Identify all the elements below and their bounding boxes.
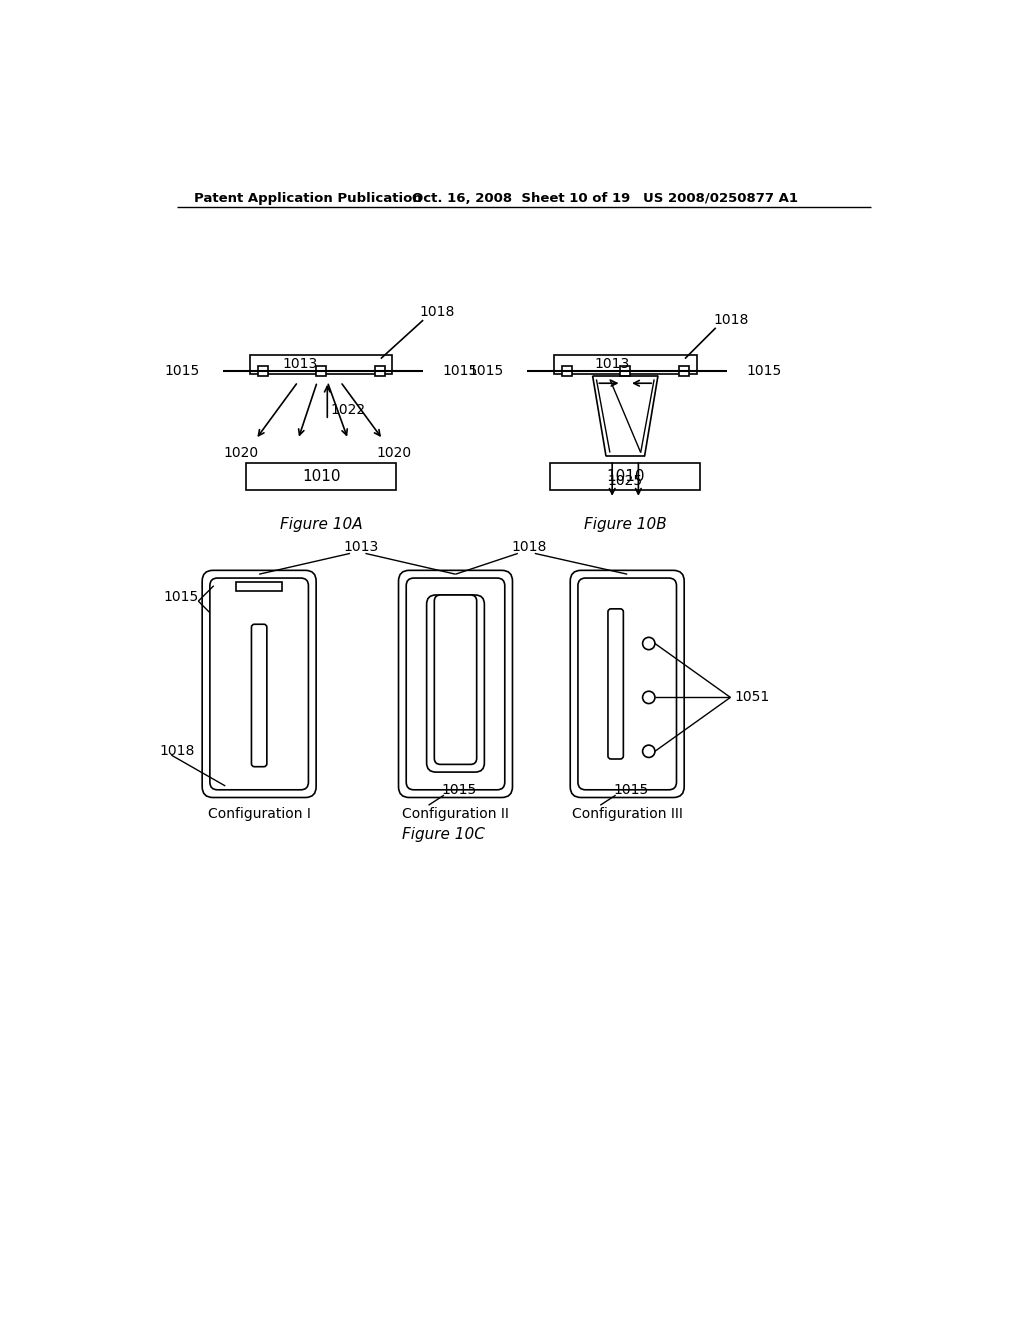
Text: 1015: 1015 [441, 783, 477, 797]
Text: Figure 10B: Figure 10B [584, 516, 667, 532]
FancyBboxPatch shape [434, 595, 477, 764]
Text: 1015: 1015 [442, 364, 477, 378]
Bar [237, 582, 283, 591]
Text: 1010: 1010 [606, 469, 644, 483]
Text: Figure 10C: Figure 10C [401, 826, 484, 842]
Circle shape [643, 692, 655, 704]
Text: 1051: 1051 [734, 690, 769, 705]
FancyBboxPatch shape [608, 609, 624, 759]
Bar [250, 355, 392, 374]
Text: 1015: 1015 [613, 783, 648, 797]
Bar [550, 462, 700, 490]
Text: Oct. 16, 2008  Sheet 10 of 19: Oct. 16, 2008 Sheet 10 of 19 [412, 191, 630, 205]
Text: 1018: 1018 [420, 305, 455, 319]
Bar [258, 366, 267, 376]
Text: Configuration II: Configuration II [402, 808, 509, 821]
Text: 1013: 1013 [594, 358, 630, 371]
Text: Patent Application Publication: Patent Application Publication [195, 191, 422, 205]
Text: 1022: 1022 [331, 403, 366, 417]
Text: 1015: 1015 [746, 364, 781, 378]
Text: Configuration I: Configuration I [208, 808, 310, 821]
Text: 1010: 1010 [302, 469, 340, 483]
Bar [375, 366, 385, 376]
Text: US 2008/0250877 A1: US 2008/0250877 A1 [643, 191, 798, 205]
Text: 1013: 1013 [283, 358, 317, 371]
FancyBboxPatch shape [570, 570, 684, 797]
FancyBboxPatch shape [427, 595, 484, 772]
FancyBboxPatch shape [407, 578, 505, 789]
FancyBboxPatch shape [202, 570, 316, 797]
FancyBboxPatch shape [210, 578, 308, 789]
Text: 1020: 1020 [223, 446, 258, 461]
Text: 1013: 1013 [344, 540, 379, 554]
Text: 1018: 1018 [512, 540, 547, 554]
Bar [621, 366, 631, 376]
Circle shape [643, 744, 655, 758]
Text: 1015: 1015 [163, 590, 199, 605]
Bar [246, 462, 396, 490]
Text: 1018: 1018 [160, 744, 196, 758]
Bar [679, 366, 689, 376]
Circle shape [643, 638, 655, 649]
FancyBboxPatch shape [578, 578, 677, 789]
FancyBboxPatch shape [398, 570, 512, 797]
Text: Configuration III: Configuration III [571, 808, 683, 821]
Text: 1020: 1020 [377, 446, 412, 461]
Text: 1018: 1018 [714, 313, 749, 327]
FancyBboxPatch shape [252, 624, 267, 767]
Bar [562, 366, 571, 376]
Text: 1015: 1015 [469, 364, 504, 378]
Text: 1025: 1025 [607, 474, 643, 488]
Text: 1015: 1015 [165, 364, 200, 378]
Text: Figure 10A: Figure 10A [280, 516, 362, 532]
Bar [554, 355, 696, 374]
Bar [316, 366, 326, 376]
